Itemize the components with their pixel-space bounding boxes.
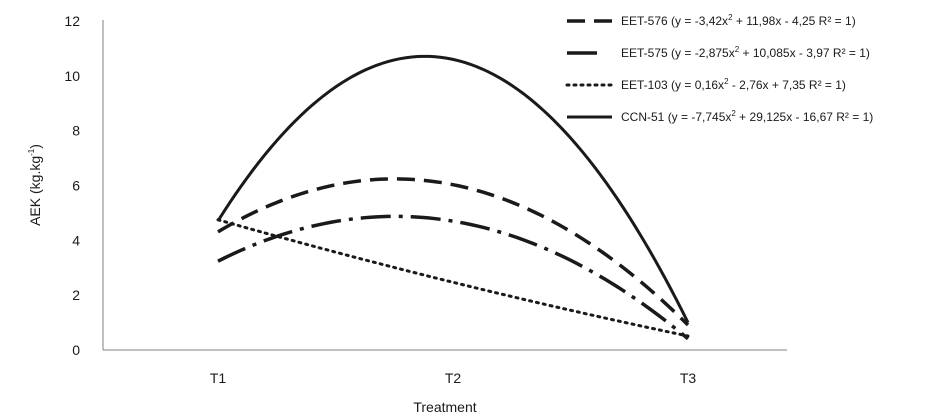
y-axis-label-close: ) [27, 144, 43, 149]
y-tick-label: 0 [72, 342, 80, 358]
legend-label-eet-103: EET-103 (y = 0,16x2 - 2,76x + 7,35 R² = … [621, 77, 846, 92]
y-tick-label: 2 [72, 287, 80, 303]
x-tick-label: T2 [445, 370, 462, 386]
series-line-ccn-51 [216, 54, 690, 324]
y-tick-labels: 0 2 4 6 8 10 12 [64, 13, 80, 358]
series-lines [216, 54, 690, 341]
y-tick-label: 6 [72, 178, 80, 194]
x-tick-labels: T1 T2 T3 [210, 370, 697, 386]
y-tick-label: 4 [72, 232, 80, 248]
legend-label-ccn-51: CCN-51 (y = -7,745x2 + 29,125x - 16,67 R… [621, 109, 873, 124]
y-axis-label-main: AEK (kg.kg [27, 156, 43, 226]
series-line-eet-575 [217, 214, 690, 341]
axes [102, 20, 787, 351]
x-tick-label: T1 [210, 370, 227, 386]
y-tick-label: 8 [72, 123, 80, 139]
series-line-eet-103 [216, 218, 690, 338]
legend: EET-576 (y = -3,42x2 + 11,98x - 4,25 R² … [565, 13, 873, 124]
y-axis-label-exponent: -1 [27, 148, 36, 156]
y-axis-label: AEK (kg.kg-1) [27, 144, 43, 226]
legend-label-eet-576: EET-576 (y = -3,42x2 + 11,98x - 4,25 R² … [621, 13, 856, 28]
x-axis-label: Treatment [413, 399, 476, 415]
y-tick-label: 12 [64, 13, 80, 29]
x-tick-label: T3 [680, 370, 697, 386]
series-line-eet-576 [217, 177, 690, 327]
y-tick-label: 10 [64, 68, 80, 84]
legend-label-eet-575: EET-575 (y = -2,875x2 + 10,085x - 3,97 R… [621, 45, 870, 60]
